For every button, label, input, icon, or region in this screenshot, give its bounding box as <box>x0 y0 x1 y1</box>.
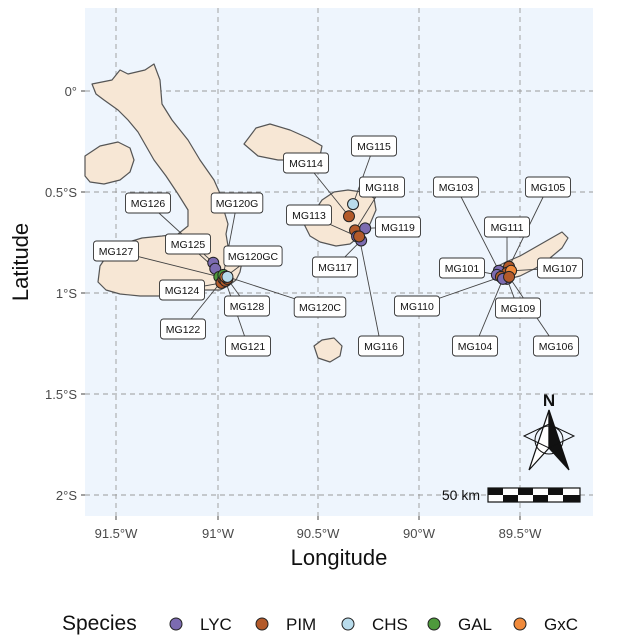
scale-seg <box>533 495 548 502</box>
site-marker-mg114 <box>343 211 354 222</box>
x-tick-label: 91.5°W <box>95 526 139 541</box>
y-tick-label: 2°S <box>56 488 77 503</box>
site-label-text: MG120C <box>299 302 341 314</box>
site-label-text: MG116 <box>364 341 398 353</box>
site-marker-mg120c <box>222 271 233 282</box>
scale-seg <box>503 495 518 502</box>
y-tick-label: 1.5°S <box>45 387 77 402</box>
site-label-mg120gc: MG120GC <box>224 246 282 266</box>
legend-label-gal: GAL <box>458 615 492 634</box>
legend-label-lyc: LYC <box>200 615 232 634</box>
site-label-text: MG121 <box>231 341 266 353</box>
site-label-mg118: MG118 <box>360 177 405 197</box>
site-label-mg127: MG127 <box>94 241 139 261</box>
site-label-mg115: MG115 <box>352 136 397 156</box>
site-label-mg101: MG101 <box>440 258 485 278</box>
site-label-mg125: MG125 <box>166 234 211 254</box>
site-marker-mg106 <box>504 271 515 282</box>
site-label-text: MG114 <box>289 158 323 170</box>
site-label-mg105: MG105 <box>526 177 571 197</box>
legend-label-gxc: GxC <box>544 615 578 634</box>
north-label: N <box>543 391 555 410</box>
site-label-text: MG117 <box>318 262 352 274</box>
y-tick-label: 0.5°S <box>45 185 77 200</box>
site-label-mg126: MG126 <box>126 193 171 213</box>
site-label-mg124: MG124 <box>160 280 205 300</box>
legend-swatch-chs <box>342 618 354 630</box>
site-label-text: MG120GC <box>228 251 279 263</box>
site-label-mg119: MG119 <box>376 217 421 237</box>
site-label-text: MG120G <box>216 198 259 210</box>
y-tick-label: 0° <box>65 84 77 99</box>
site-label-mg113: MG113 <box>287 205 332 225</box>
site-label-mg106: MG106 <box>534 336 579 356</box>
site-label-text: MG106 <box>539 341 574 353</box>
site-label-text: MG113 <box>292 210 326 222</box>
site-label-text: MG105 <box>531 182 566 194</box>
site-label-mg109: MG109 <box>496 298 541 318</box>
site-label-mg110: MG110 <box>395 296 440 316</box>
legend: Species LYC PIM CHS GAL GxC <box>62 612 578 635</box>
site-label-mg114: MG114 <box>284 153 329 173</box>
site-label-mg107: MG107 <box>538 258 583 278</box>
site-label-text: MG124 <box>165 285 200 297</box>
site-label-text: MG110 <box>400 301 434 313</box>
site-label-text: MG118 <box>365 182 399 194</box>
x-tick-label: 89.5°W <box>499 526 543 541</box>
legend-swatch-gxc <box>514 618 526 630</box>
site-label-text: MG115 <box>357 141 391 153</box>
x-tick-label: 90.5°W <box>297 526 341 541</box>
x-tick-label: 91°W <box>202 526 235 541</box>
site-label-mg103: MG103 <box>434 177 479 197</box>
site-label-mg111: MG111 <box>485 217 530 237</box>
legend-label-chs: CHS <box>372 615 408 634</box>
site-label-text: MG119 <box>381 222 415 234</box>
site-label-text: MG107 <box>543 263 578 275</box>
site-label-mg120c: MG120C <box>294 297 346 317</box>
legend-swatch-lyc <box>170 618 182 630</box>
site-label-text: MG126 <box>131 198 166 210</box>
legend-title: Species <box>62 612 137 635</box>
site-label-text: MG103 <box>439 182 474 194</box>
site-label-text: MG128 <box>230 301 265 313</box>
x-axis-title: Longitude <box>291 545 388 570</box>
y-tick-label: 1°S <box>56 286 77 301</box>
site-label-text: MG125 <box>171 239 206 251</box>
y-axis-title: Latitude <box>8 223 33 301</box>
scale-seg <box>488 488 503 495</box>
site-marker-mg116 <box>354 231 365 242</box>
site-label-mg120g: MG120G <box>211 193 263 213</box>
legend-label-pim: PIM <box>286 615 316 634</box>
site-label-mg128: MG128 <box>225 296 270 316</box>
x-tick-label: 90°W <box>403 526 436 541</box>
site-label-text: MG104 <box>458 341 493 353</box>
site-label-text: MG122 <box>166 324 201 336</box>
scale-seg <box>518 488 533 495</box>
legend-swatch-pim <box>256 618 268 630</box>
site-label-text: MG127 <box>99 246 134 258</box>
site-label-text: MG109 <box>501 303 536 315</box>
site-label-mg116: MG116 <box>359 336 404 356</box>
site-label-mg121: MG121 <box>226 336 271 356</box>
scale-seg <box>548 488 563 495</box>
site-label-mg104: MG104 <box>453 336 498 356</box>
site-label-mg117: MG117 <box>313 257 358 277</box>
site-marker-mg115 <box>348 199 359 210</box>
legend-swatch-gal <box>428 618 440 630</box>
scale-bar: 50 km <box>442 487 580 503</box>
site-label-text: MG101 <box>445 263 480 275</box>
site-label-text: MG111 <box>491 222 524 234</box>
site-label-mg122: MG122 <box>161 319 206 339</box>
scale-seg <box>563 495 580 502</box>
scale-label: 50 km <box>442 487 480 503</box>
